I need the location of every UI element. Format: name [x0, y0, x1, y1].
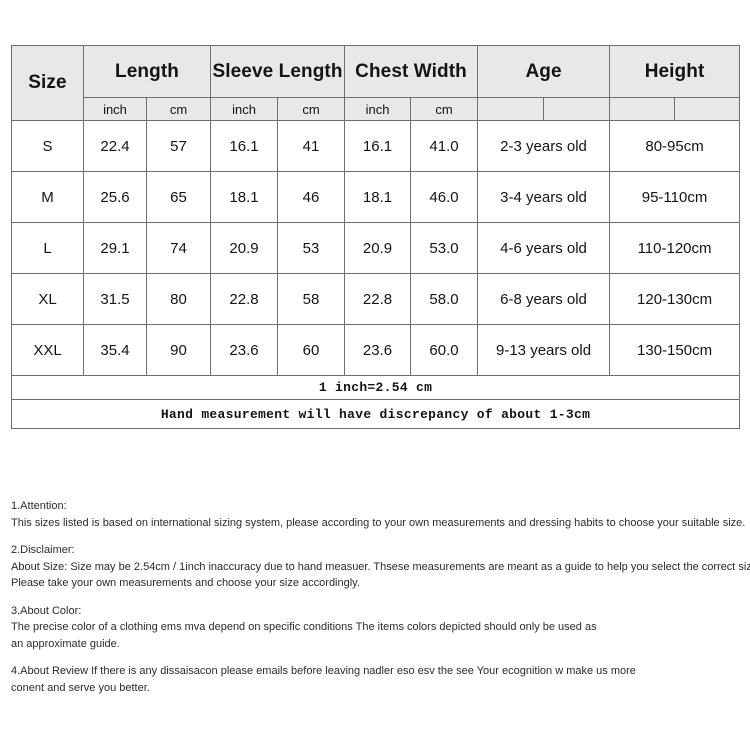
table-body: S 22.4 57 16.1 41 16.1 41.0 2-3 years ol… — [10, 120, 741, 429]
cell-length-inch: 35.4 — [83, 324, 147, 376]
cell-chest-cm: 53.0 — [410, 222, 479, 274]
unit-length-inch: inch — [83, 97, 147, 121]
cell-sleeve-cm: 53 — [277, 222, 346, 274]
measurement-note: Hand measurement will have discrepancy o… — [10, 399, 741, 429]
table-row: XXL 35.4 90 23.6 60 23.6 60.0 9-13 years… — [11, 324, 741, 376]
note-block-attention: 1.Attention: This sizes listed is based … — [11, 498, 746, 531]
header-sleeve-length: Sleeve Length — [210, 45, 346, 98]
cell-chest-inch: 23.6 — [344, 324, 412, 376]
cell-chest-inch: 22.8 — [344, 273, 412, 325]
table-row: XL 31.5 80 22.8 58 22.8 58.0 6-8 years o… — [11, 273, 741, 325]
unit-age-right — [543, 97, 611, 121]
cell-height: 95-110cm — [609, 171, 741, 223]
cell-length-inch: 25.6 — [83, 171, 147, 223]
size-chart-table-container: Size Length Sleeve Length Chest Width Ag… — [10, 45, 741, 429]
cell-age: 3-4 years old — [477, 171, 611, 223]
cell-sleeve-cm: 41 — [277, 120, 346, 172]
cell-chest-inch: 18.1 — [344, 171, 412, 223]
cell-sleeve-inch: 16.1 — [210, 120, 279, 172]
header-chest-width: Chest Width — [344, 45, 479, 98]
notes-section: 1.Attention: This sizes listed is based … — [11, 498, 750, 696]
cell-sleeve-inch: 18.1 — [210, 171, 279, 223]
cell-sleeve-cm: 58 — [277, 273, 346, 325]
table-row-conversion-note: 1 inch=2.54 cm — [10, 375, 741, 400]
cell-chest-cm: 58.0 — [410, 273, 479, 325]
cell-sleeve-cm: 46 — [277, 171, 346, 223]
table-row: M 25.6 65 18.1 46 18.1 46.0 3-4 years ol… — [11, 171, 741, 223]
note-title: 2.Disclaimer: — [11, 544, 75, 556]
cell-height: 120-130cm — [609, 273, 741, 325]
header-row-main: Size Length Sleeve Length Chest Width Ag… — [11, 45, 741, 121]
conversion-note: 1 inch=2.54 cm — [10, 375, 741, 400]
unit-age-left — [477, 97, 545, 121]
cell-size: XXL — [11, 324, 84, 376]
unit-sleeve-inch: inch — [210, 97, 279, 121]
cell-length-cm: 80 — [145, 273, 212, 325]
note-title: 1.Attention: — [11, 500, 67, 512]
note-line: The precise color of a clothing ems mva … — [11, 621, 597, 633]
cell-height: 80-95cm — [609, 120, 741, 172]
note-block-disclaimer: 2.Disclaimer: About Size: Size may be 2.… — [11, 542, 750, 592]
table-row-measurement-note: Hand measurement will have discrepancy o… — [10, 399, 741, 429]
cell-chest-inch: 16.1 — [344, 120, 412, 172]
cell-length-cm: 74 — [145, 222, 212, 274]
table-header: Size Length Sleeve Length Chest Width Ag… — [11, 45, 741, 121]
note-line: Please take your own measurements and ch… — [11, 577, 360, 589]
note-block-about-color: 3.About Color: The precise color of a cl… — [11, 603, 691, 653]
unit-height-right — [674, 97, 741, 121]
cell-chest-cm: 46.0 — [410, 171, 479, 223]
cell-sleeve-inch: 22.8 — [210, 273, 279, 325]
cell-height: 110-120cm — [609, 222, 741, 274]
note-title: 4.About Review If there is any dissaisac… — [11, 665, 636, 677]
cell-size: M — [11, 171, 84, 223]
cell-length-inch: 31.5 — [83, 273, 147, 325]
cell-size: XL — [11, 273, 84, 325]
cell-sleeve-inch: 23.6 — [210, 324, 279, 376]
unit-chest-cm: cm — [410, 97, 479, 121]
header-length: Length — [82, 45, 212, 98]
cell-height: 130-150cm — [609, 324, 741, 376]
header-size: Size — [11, 45, 84, 121]
unit-sleeve-cm: cm — [277, 97, 346, 121]
note-line: This sizes listed is based on internatio… — [11, 516, 746, 529]
note-title: 3.About Color: — [11, 604, 82, 617]
cell-size: S — [11, 120, 84, 172]
cell-age: 6-8 years old — [477, 273, 611, 325]
note-line: conent and serve you better. — [11, 681, 150, 694]
unit-height-left — [609, 97, 676, 121]
cell-chest-cm: 60.0 — [410, 324, 479, 376]
table-row: L 29.1 74 20.9 53 20.9 53.0 4-6 years ol… — [11, 222, 741, 274]
size-chart-table: Size Length Sleeve Length Chest Width Ag… — [10, 45, 741, 429]
cell-age: 2-3 years old — [477, 120, 611, 172]
cell-sleeve-cm: 60 — [277, 324, 346, 376]
unit-chest-inch: inch — [344, 97, 412, 121]
table-row: S 22.4 57 16.1 41 16.1 41.0 2-3 years ol… — [11, 120, 741, 172]
unit-length-cm: cm — [145, 97, 212, 121]
cell-age: 9-13 years old — [477, 324, 611, 376]
cell-length-cm: 57 — [145, 120, 212, 172]
cell-length-cm: 90 — [145, 324, 212, 376]
note-line: About Size: Size may be 2.54cm / 1inch i… — [11, 560, 750, 573]
cell-length-inch: 22.4 — [83, 120, 147, 172]
cell-chest-inch: 20.9 — [344, 222, 412, 274]
cell-chest-cm: 41.0 — [410, 120, 479, 172]
cell-age: 4-6 years old — [477, 222, 611, 274]
header-height: Height — [609, 45, 741, 98]
cell-length-inch: 29.1 — [83, 222, 147, 274]
cell-sleeve-inch: 20.9 — [210, 222, 279, 274]
cell-length-cm: 65 — [145, 171, 212, 223]
note-block-about-review: 4.About Review If there is any dissaisac… — [11, 663, 691, 696]
header-age: Age — [477, 45, 611, 98]
header-row-units: inch cm inch cm inch cm — [12, 97, 741, 121]
cell-size: L — [11, 222, 84, 274]
note-line: an approximate guide. — [11, 637, 120, 650]
